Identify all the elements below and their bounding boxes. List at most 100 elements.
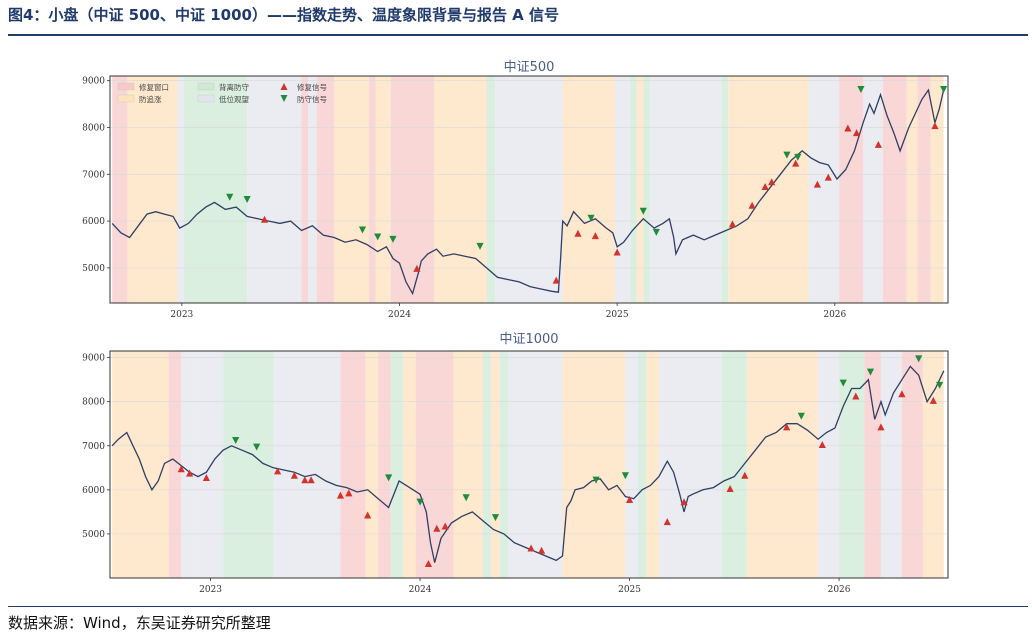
legend-label: 防守信号 xyxy=(297,94,327,104)
signal-markers xyxy=(226,86,948,284)
tick-label-x: 2025 xyxy=(606,310,629,320)
legend-swatch xyxy=(197,94,215,103)
regime-band-defensive-chase xyxy=(746,351,819,578)
regime-band-defensive-chase xyxy=(906,76,918,303)
defense-signal-marker xyxy=(587,214,595,222)
tick-label-y: 6000 xyxy=(82,217,105,227)
legend-label: 防追涨 xyxy=(139,94,162,104)
regime-band-low-watch xyxy=(273,351,341,578)
tick-label-x: 2026 xyxy=(823,310,846,320)
tick-label-x: 2025 xyxy=(618,585,641,595)
repair-signal-marker xyxy=(413,264,421,272)
series-line xyxy=(111,88,945,296)
plot-frame xyxy=(109,75,949,304)
repair-signal-marker xyxy=(290,471,298,479)
defense-signal-marker xyxy=(866,368,875,376)
defense-signal-marker xyxy=(374,233,382,241)
chart-panel-csi500: 中证500 5000 6000 7000 8000 9000 2023 2024 2025 20… xyxy=(82,60,949,320)
regime-band-low-watch xyxy=(658,351,722,578)
regime-band-high-defense xyxy=(482,351,492,578)
regime-band-defensive-chase xyxy=(334,76,370,303)
tick-label-y: 9000 xyxy=(82,77,105,87)
repair-signal-marker xyxy=(874,140,882,148)
regime-band-low-watch xyxy=(818,351,840,578)
regime-band-high-defense xyxy=(630,76,637,303)
repair-signal-marker xyxy=(813,180,822,188)
source-note: 数据来源：Wind，东吴证券研究所整理 xyxy=(8,614,271,632)
regime-band-defensive-chase xyxy=(562,351,626,578)
repair-signal-marker xyxy=(336,491,345,499)
regime-band-high-defense xyxy=(499,351,509,578)
defense-signal-marker xyxy=(462,494,470,502)
defense-signal-marker xyxy=(232,436,240,444)
defense-signal-marker xyxy=(358,226,367,234)
repair-signal-marker xyxy=(345,489,353,497)
regime-band-defensive-chase xyxy=(127,76,178,303)
repair-signal-marker xyxy=(625,496,634,504)
legend-swatch xyxy=(117,94,135,103)
panel-title: 中证1000 xyxy=(499,332,558,347)
defense-signal-marker xyxy=(936,381,944,389)
signal-markers xyxy=(177,355,944,567)
regime-band-defensive-chase xyxy=(375,76,391,303)
repair-signal-marker xyxy=(898,390,906,398)
regime-band-low-watch xyxy=(863,76,883,303)
regime-band-repair-window xyxy=(864,351,881,578)
regime-band-low-watch xyxy=(181,351,196,578)
regime-band-low-watch xyxy=(495,76,563,303)
tick-label-y: 9000 xyxy=(82,354,105,364)
repair-signal-marker xyxy=(680,498,688,506)
repair-signal-marker xyxy=(844,124,852,132)
tick-label-x: 2024 xyxy=(409,585,432,595)
regime-band-low-watch xyxy=(508,351,563,578)
tick-label-y: 6000 xyxy=(82,486,105,496)
defense-signal-marker xyxy=(783,151,791,159)
repair-signal-marker xyxy=(728,220,737,228)
regime-band-repair-window xyxy=(901,351,923,578)
repair-signal-marker xyxy=(433,524,441,532)
repair-signal-marker xyxy=(274,467,282,475)
repair-signal-marker xyxy=(741,471,749,479)
axes: 5000 6000 7000 8000 9000 2023 2024 2025 2026 xyxy=(82,354,947,595)
panel-title: 中证500 xyxy=(504,60,555,75)
regime-band-repair-window xyxy=(390,76,435,303)
regime-band-defensive-chase xyxy=(491,351,500,578)
bottom-rule xyxy=(8,606,1028,607)
tick-label-y: 7000 xyxy=(82,442,105,452)
repair-signal-marker xyxy=(186,469,194,477)
tick-label-y: 5000 xyxy=(82,530,105,540)
defense-signal-marker xyxy=(652,228,660,236)
legend-marker-up xyxy=(280,83,288,90)
regime-band-defensive-chase xyxy=(434,76,487,303)
repair-signal-marker xyxy=(726,485,734,493)
regime-band-repair-window xyxy=(415,351,454,578)
repair-signal-marker xyxy=(663,518,671,526)
repair-signal-marker xyxy=(202,474,210,482)
defense-signal-marker xyxy=(226,193,234,201)
regime-band-low-watch xyxy=(808,76,840,303)
tick-label-x: 2023 xyxy=(170,310,193,320)
regime-band-low-watch xyxy=(625,351,638,578)
series-line xyxy=(111,365,945,563)
regime-band-repair-window xyxy=(378,351,391,578)
plot-frame xyxy=(109,350,949,579)
regime-band-defensive-chase xyxy=(453,351,483,578)
repair-signal-marker xyxy=(877,423,885,431)
regime-band-low-watch xyxy=(195,351,224,578)
defense-signal-marker xyxy=(639,207,647,215)
tick-label-y: 8000 xyxy=(82,398,105,408)
defense-signal-marker xyxy=(794,153,802,161)
regime-band-repair-window xyxy=(112,76,128,303)
defense-signal-marker xyxy=(385,474,393,482)
regime-band-high-defense xyxy=(486,76,496,303)
regime-band-high-defense xyxy=(721,76,729,303)
repair-signal-marker xyxy=(929,396,937,404)
repair-signal-marker xyxy=(301,476,309,484)
regime-background xyxy=(112,351,944,578)
legend-label: 修复信号 xyxy=(297,82,327,92)
repair-signal-marker xyxy=(441,522,449,530)
regime-band-repair-window xyxy=(369,76,376,303)
tick-label-y: 8000 xyxy=(82,123,105,133)
regime-band-defensive-chase xyxy=(562,76,615,303)
regime-band-repair-window xyxy=(301,76,309,303)
